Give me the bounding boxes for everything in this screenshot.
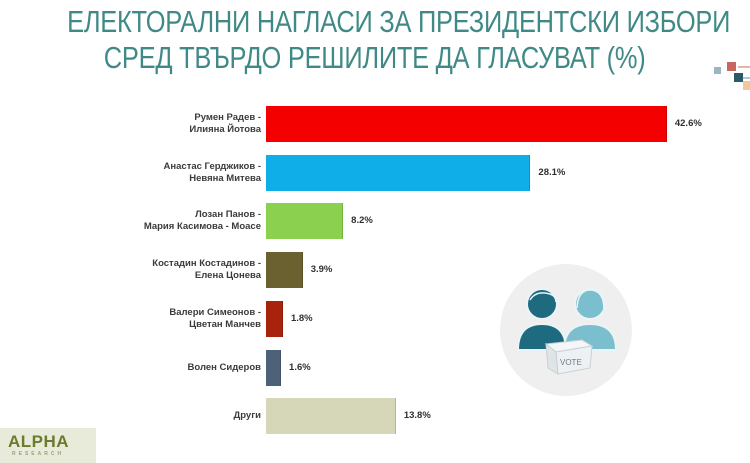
category-label: Румен Радев - Илияна Йотова — [189, 106, 261, 142]
bar — [266, 300, 283, 337]
bar — [266, 154, 531, 191]
category-label-line-1: Костадин Костадинов - — [152, 258, 261, 270]
value-label: 42.6% — [674, 118, 702, 129]
category-label-line-2: Елена Цонева — [194, 270, 261, 282]
chart-row: Костадин Костадинов - Елена Цонева 3.9% — [0, 252, 750, 289]
chart-row: Валери Симеонов - Цветан Манчев 1.8% — [0, 300, 750, 337]
bar — [266, 106, 667, 142]
value-label: 1.8% — [290, 312, 313, 324]
chart-row: Румен Радев - Илияна Йотова 42.6% — [0, 106, 750, 142]
value-label: 3.9% — [310, 264, 333, 276]
voters-ballot-icon: VOTE — [500, 264, 632, 396]
category-label-line-1: Лозан Панов - — [195, 209, 261, 221]
category-label-line-2: Цветан Манчев — [189, 318, 261, 330]
svg-text:VOTE: VOTE — [560, 358, 582, 367]
value-label: 28.1% — [538, 166, 566, 178]
chart-row: Волен Сидеров 1.6% — [0, 349, 750, 386]
category-label: Лозан Панов - Мария Касимова - Моасе — [144, 203, 261, 239]
chart-row: Лозан Панов - Мария Касимова - Моасе 8.2% — [0, 203, 750, 240]
category-label: Волен Сидеров — [188, 350, 261, 386]
value-label: 13.8% — [403, 410, 431, 422]
category-label-line-1: Валери Симеонов - — [169, 306, 261, 318]
category-label-line-1: Анастас Герджиков - — [163, 160, 261, 172]
bar — [266, 252, 303, 289]
category-label-line-2: Невяна Митева — [189, 172, 261, 184]
category-label: Костадин Костадинов - Елена Цонева — [152, 252, 261, 288]
category-label: Други — [233, 398, 261, 434]
bar — [266, 349, 282, 386]
category-label-line-2: Мария Касимова - Моасе — [143, 221, 261, 233]
decorative-squares-icon — [700, 50, 750, 90]
chart-title-line-1: ЕЛЕКТОРАЛНИ НАГЛАСИ ЗА ПРЕЗИДЕНТСКИ ИЗБО… — [67, 4, 731, 39]
category-label-line-2: Илияна Йотова — [189, 124, 261, 135]
logo-subtitle: RESEARCH — [12, 451, 65, 457]
chart-row: Други 13.8% — [0, 398, 750, 435]
category-label: Валери Симеонов - Цветан Манчев — [169, 301, 261, 337]
category-label-line-1: Волен Сидеров — [187, 361, 261, 373]
value-label: 8.2% — [351, 215, 373, 227]
category-label: Анастас Герджиков - Невяна Митева — [164, 155, 261, 191]
logo-name: ALPHA — [8, 432, 70, 451]
bar — [266, 398, 396, 435]
alpha-research-logo: ALPHA RESEARCH — [0, 428, 96, 463]
chart-title-line-2: СРЕД ТВЪРДО РЕШИЛИТЕ ДА ГЛАСУВАТ (%) — [103, 40, 646, 75]
value-label: 1.6% — [289, 361, 311, 373]
bar — [266, 203, 344, 240]
chart-title: ЕЛЕКТОРАЛНИ НАГЛАСИ ЗА ПРЕЗИДЕНТСКИ ИЗБО… — [67, 4, 731, 76]
chart-row: Анастас Герджиков - Невяна Митева 28.1% — [0, 154, 750, 191]
category-label-line-1: Други — [233, 410, 261, 422]
category-label-line-1: Румен Радев - — [194, 112, 261, 123]
